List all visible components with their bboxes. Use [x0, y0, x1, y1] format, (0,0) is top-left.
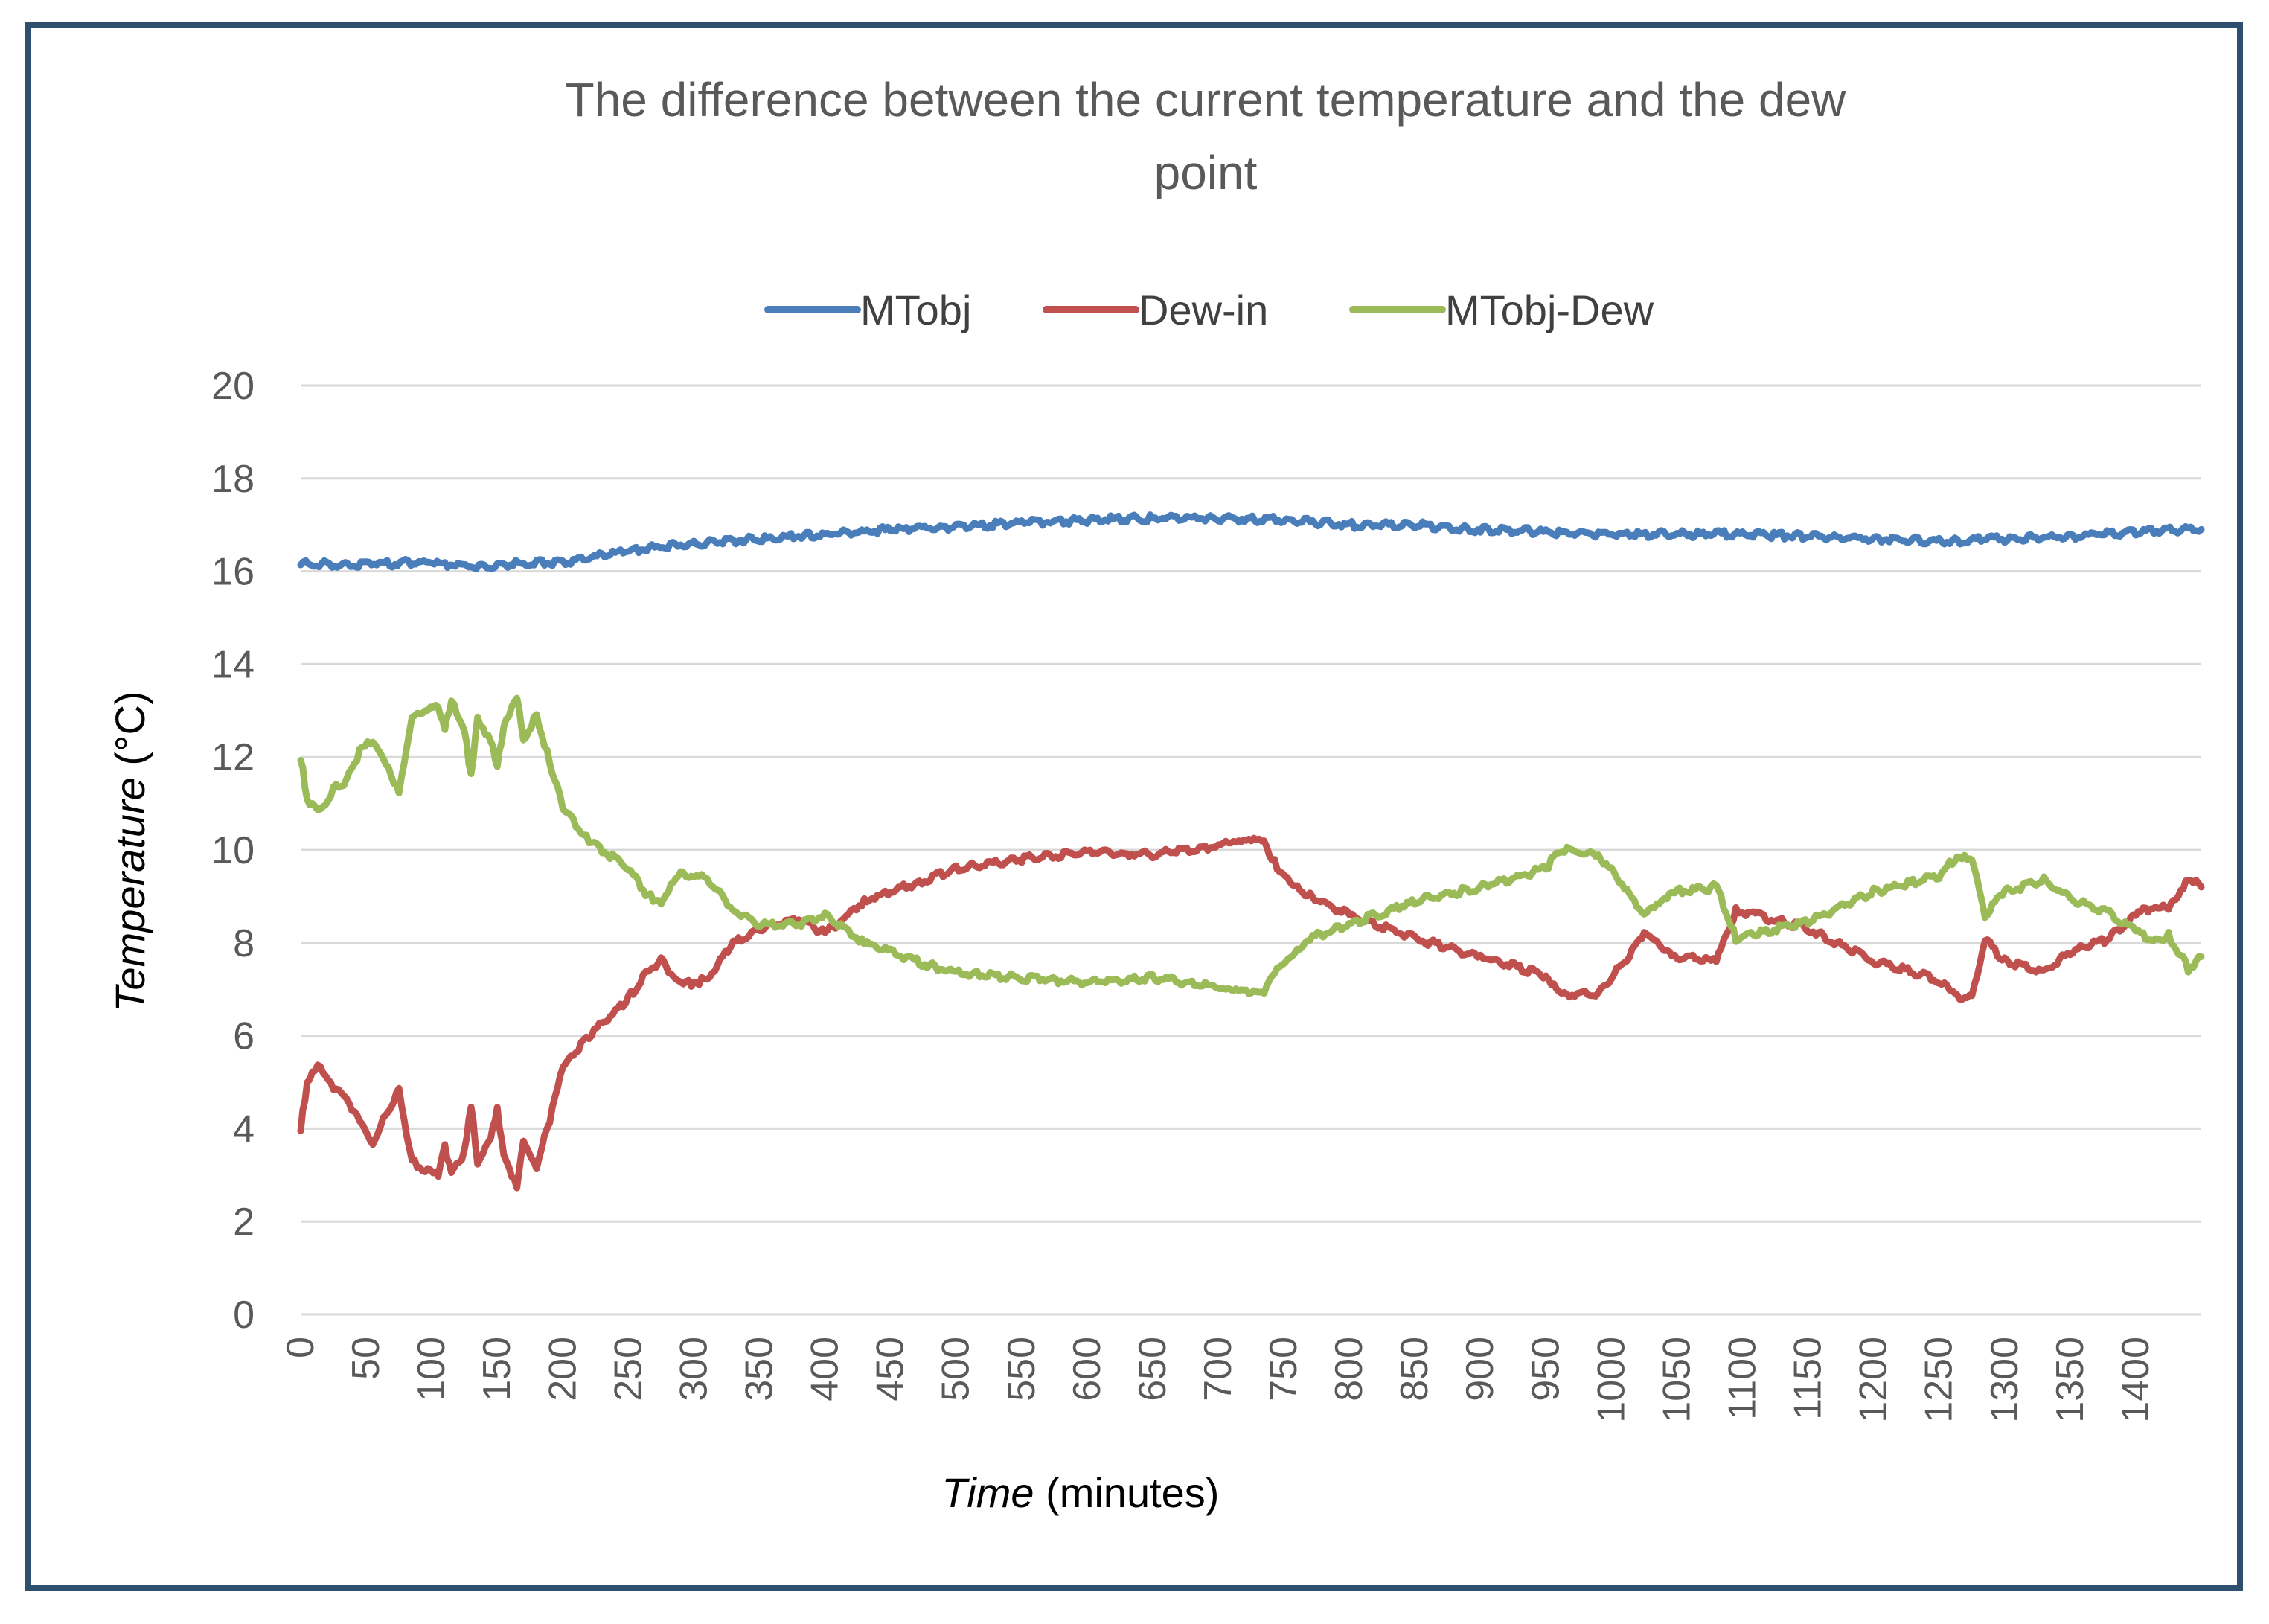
x-tick-label: 650 [1131, 1337, 1174, 1401]
series-lines [297, 511, 2205, 1192]
y-tick-label: 20 [211, 365, 255, 408]
series-line-mtobj [297, 511, 2205, 572]
x-tick-label: 300 [672, 1337, 715, 1401]
x-tick-label: 200 [541, 1337, 584, 1401]
x-tick-label: 1250 [1918, 1337, 1961, 1423]
y-tick-label: 10 [211, 829, 255, 872]
y-axis-label: Temperature (°C) [106, 691, 153, 1011]
x-tick-label: 1400 [2114, 1337, 2157, 1423]
chart-title-line-2: point [1154, 146, 1258, 199]
y-tick-label: 12 [211, 736, 255, 779]
legend-label-mtobj-dew: MTobj-Dew [1445, 287, 1654, 333]
x-tick-label: 150 [476, 1337, 519, 1401]
legend-label-dew-in: Dew-in [1139, 287, 1268, 333]
x-tick-label: 950 [1524, 1337, 1567, 1401]
chart-frame: The difference between the current tempe… [25, 22, 2243, 1591]
x-tick-label: 550 [1000, 1337, 1043, 1401]
gridlines [301, 384, 2201, 1316]
y-axis-ticks: 0 2 4 6 8 10 12 14 16 18 20 [211, 365, 255, 1337]
x-tick-label: 250 [607, 1337, 650, 1401]
x-tick-label: 100 [410, 1337, 453, 1401]
y-tick-label: 8 [233, 922, 255, 965]
y-tick-label: 4 [233, 1107, 255, 1151]
x-tick-label: 1000 [1590, 1337, 1633, 1423]
x-tick-label: 900 [1459, 1337, 1502, 1401]
legend: MTobj Dew-in MTobj-Dew [764, 287, 1654, 333]
y-tick-label: 0 [233, 1294, 255, 1337]
x-tick-label: 450 [869, 1337, 912, 1401]
x-tick-label: 850 [1393, 1337, 1436, 1401]
x-tick-label: 50 [345, 1337, 388, 1380]
line-chart: The difference between the current tempe… [106, 73, 2205, 1516]
x-axis-label: Time (minutes) [942, 1469, 1220, 1516]
x-tick-label: 750 [1262, 1337, 1305, 1401]
x-axis-ticks: 0 50 100 150 200 250 300 350 400 450 500 550 600 650 7… [279, 1337, 2157, 1423]
chart-title-line-1: The difference between the current tempe… [566, 73, 1847, 127]
x-tick-label: 1150 [1787, 1337, 1830, 1420]
y-tick-label: 18 [211, 458, 255, 501]
series-line-mtobj-dew [297, 694, 2205, 997]
x-tick-label: 1050 [1655, 1337, 1698, 1423]
x-tick-label: 500 [935, 1337, 978, 1401]
x-tick-label: 1200 [1852, 1337, 1895, 1423]
legend-label-mtobj: MTobj [860, 287, 971, 333]
x-tick-label: 350 [737, 1337, 781, 1401]
y-axis-label-unit: (°C) [106, 691, 153, 765]
y-tick-label: 6 [233, 1015, 255, 1058]
x-axis-label-main: Time [942, 1469, 1034, 1516]
y-tick-label: 16 [211, 551, 255, 594]
x-tick-label: 1350 [2049, 1337, 2092, 1423]
x-tick-label: 800 [1328, 1337, 1371, 1401]
series-line-dew-in [297, 834, 2205, 1192]
x-tick-label: 0 [279, 1337, 322, 1358]
x-tick-label: 700 [1197, 1337, 1240, 1401]
y-axis-label-main: Temperature [106, 777, 153, 1011]
y-tick-label: 14 [211, 643, 255, 686]
x-tick-label: 1100 [1721, 1337, 1764, 1420]
y-tick-label: 2 [233, 1201, 255, 1244]
x-tick-label: 1300 [1983, 1337, 2026, 1423]
x-tick-label: 400 [804, 1337, 847, 1401]
x-axis-label-unit: (minutes) [1046, 1469, 1219, 1516]
x-tick-label: 600 [1066, 1337, 1109, 1401]
